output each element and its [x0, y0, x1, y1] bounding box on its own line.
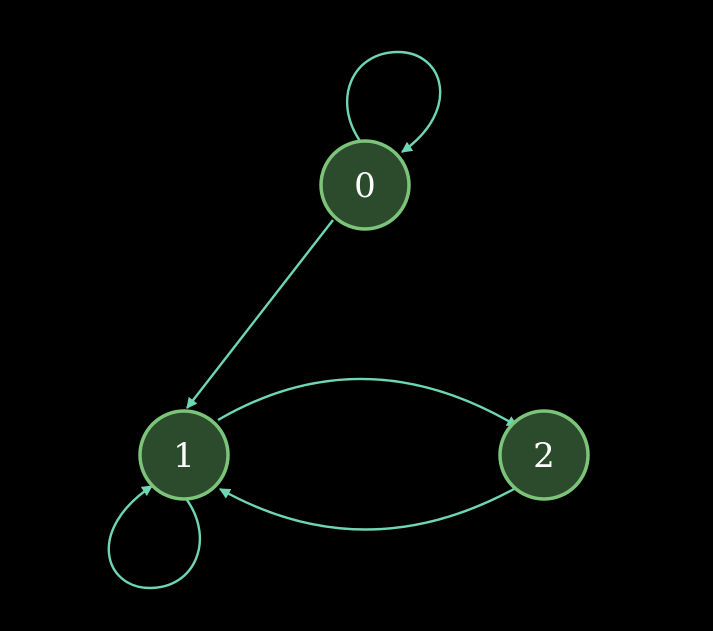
edge-1-to-1-self-loop: [107, 485, 202, 590]
node-0-circle: [319, 139, 411, 231]
node-1-label: 1: [173, 436, 195, 476]
edge-0-to-1: [186, 219, 334, 409]
edge-1-to-2: [217, 377, 518, 428]
edge-0-to-0-self-loop: [345, 50, 442, 153]
node-2-circle: [498, 409, 590, 501]
edge-2-to-1: [219, 487, 515, 531]
node-2-label: 2: [533, 436, 555, 476]
node-2: 2: [498, 409, 590, 501]
node-0-label: 0: [354, 166, 376, 206]
node-1-circle: [138, 409, 230, 501]
node-0: 0: [319, 139, 411, 231]
node-1: 1: [138, 409, 230, 501]
